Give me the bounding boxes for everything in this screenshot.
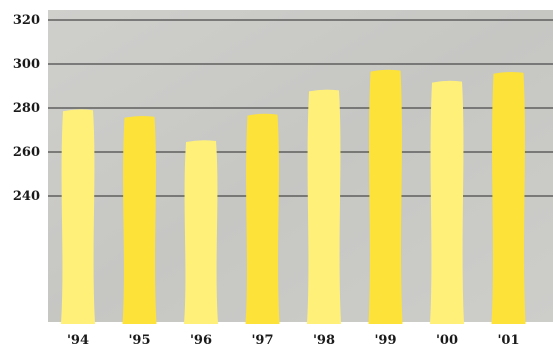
y-tick-label: 240 [13,189,40,204]
x-tick-label: '95 [128,333,150,348]
y-tick-label: 260 [13,145,40,160]
y-tick-label: 280 [13,101,40,116]
y-tick-label: 300 [13,57,40,72]
x-tick-label: '94 [67,333,89,348]
bar-97 [245,113,280,325]
bar-96 [184,140,218,324]
bar-99 [368,69,403,325]
bar-00 [430,80,464,325]
bar-95 [122,116,157,324]
bar-98 [307,89,341,324]
x-tick-label: '98 [313,333,335,348]
x-tick-label: '96 [190,333,212,348]
x-tick-label: '00 [436,333,458,348]
bar-94 [61,109,95,324]
x-tick-label: '01 [497,333,519,348]
x-tick-label: '97 [251,333,273,348]
x-tick-label: '99 [374,333,396,348]
y-tick-label: 320 [13,13,40,28]
bar-01 [491,72,526,324]
